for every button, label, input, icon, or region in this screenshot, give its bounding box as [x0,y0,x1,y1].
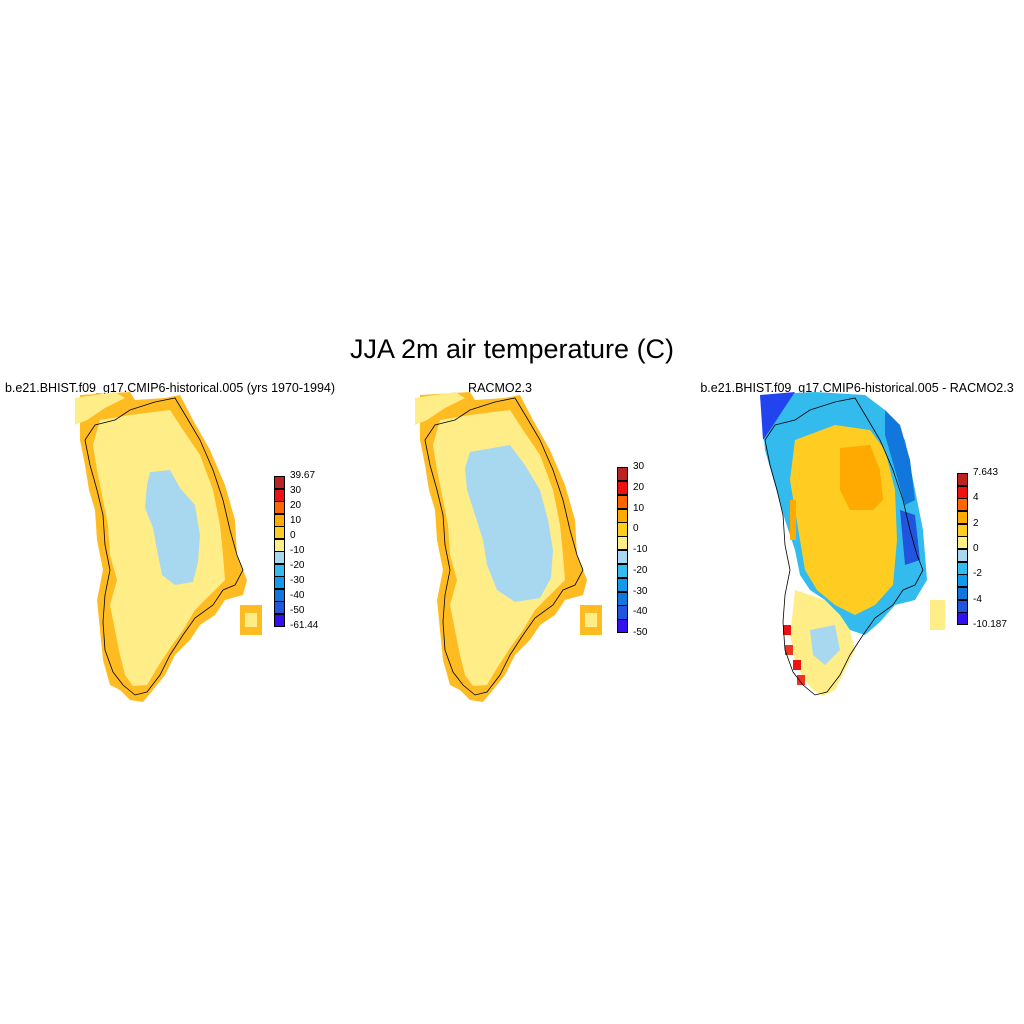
colorbar-swatch [617,605,628,620]
colorbar-label: -40 [290,590,305,601]
colorbar-label: -40 [633,606,648,618]
colorbar-swatch [957,574,968,588]
colorbar-label: 2 [973,517,979,529]
colorbar-swatch [617,522,628,537]
colorbar-label: 30 [633,461,645,472]
colorbar-swatch [274,576,285,589]
panel-3-map [760,392,945,696]
colorbar-swatch [957,612,968,626]
colorbar-swatch [957,511,968,525]
colorbar-swatch [274,476,285,489]
panel-3-land-field [760,392,945,696]
panel-1-coastline [84,397,244,696]
colorbar-swatch [617,563,628,579]
colorbar-label: -30 [290,575,305,586]
colorbar-label: -20 [290,560,305,571]
panel-1-map [75,392,262,702]
colorbar-label: 20 [290,500,302,511]
colorbar-swatch [617,508,628,523]
colorbar-label: 39.67 [290,470,316,481]
colorbar-label: 0 [633,523,639,535]
colorbar-swatch [274,513,285,527]
colorbar-label: 0 [290,530,296,541]
colorbar-label: -61.44 [290,620,319,631]
colorbar-swatch [274,488,285,502]
colorbar-label: -10 [633,544,648,555]
colorbar-swatch [617,494,628,509]
panel-1-title: b.e21.BHIST.f09_g17.CMIP6-historical.005… [4,381,336,395]
panel-2-title: RACMO2.3 [468,381,532,395]
figure-title: JJA 2m air temperature (C) [349,334,675,364]
colorbar-label: -10.187 [973,619,1007,630]
colorbar-swatch [957,523,968,537]
colorbar-swatch [274,563,285,577]
colorbar-label: 0 [973,543,979,554]
colorbar-swatch [274,526,285,539]
colorbar-swatch [274,588,285,602]
colorbar-swatch [617,577,628,592]
colorbar-label: -2 [973,568,982,580]
colorbar-swatch [957,473,968,487]
colorbar-swatch [957,485,968,499]
colorbar-swatch [617,550,628,565]
colorbar-swatch [274,501,285,514]
colorbar-swatch [274,551,285,564]
colorbar-label: 4 [973,492,979,504]
colorbar-label: 20 [633,481,645,493]
panel-2-coastline [424,397,584,696]
colorbar-swatch [957,599,968,613]
colorbar-label: -20 [633,564,648,576]
colorbar-swatch [617,619,628,634]
colorbar-swatch [274,613,285,627]
panel-2-land-field [415,392,602,702]
panel-1-land-field [75,392,262,702]
colorbar-swatch [274,538,285,552]
colorbar-swatch [957,498,968,512]
colorbar-label: 30 [290,485,302,496]
colorbar-label: -50 [290,605,305,616]
colorbar-label: -50 [633,627,648,638]
colorbar-label: -30 [633,585,648,597]
colorbar-swatch [274,601,285,614]
colorbar-label: 7.643 [973,467,999,478]
colorbar-swatch [957,561,968,575]
colorbar-swatch [957,587,968,601]
colorbar-swatch [617,536,628,551]
colorbar-swatch [957,549,968,563]
panel-3-coastline [764,397,924,696]
colorbar-label: 10 [290,515,302,526]
colorbar-label: 10 [633,502,645,514]
panel-2-map [415,392,602,702]
colorbar-swatch [957,536,968,550]
panel-3-title: b.e21.BHIST.f09_g17.CMIP6-historical.005… [700,381,1014,395]
colorbar-swatch [617,467,628,482]
colorbar-swatch [617,480,628,496]
colorbar-swatch [617,591,628,606]
colorbar-label: -4 [973,593,982,605]
colorbar-label: -10 [290,545,305,556]
